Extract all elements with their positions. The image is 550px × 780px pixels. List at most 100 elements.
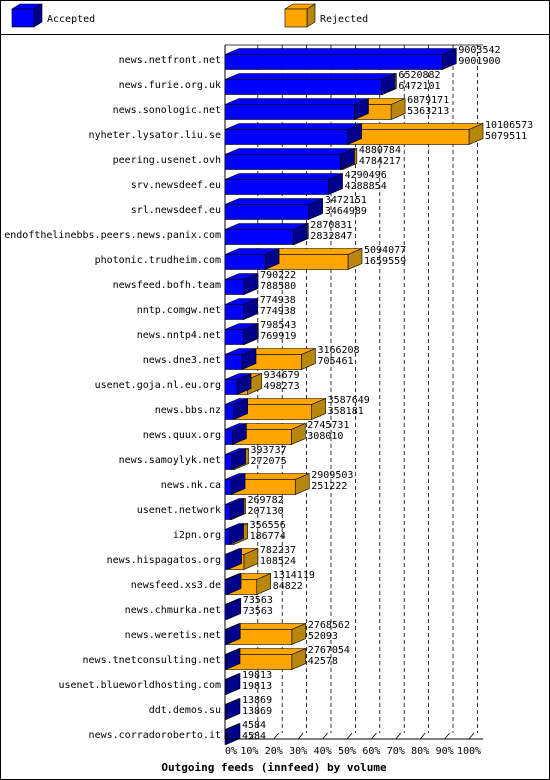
feed-label: ddt.demos.su	[149, 705, 221, 716]
offered-value-label: 934679	[264, 370, 300, 381]
offered-value-label: 19813	[242, 670, 272, 681]
bar-accepted	[224, 448, 246, 470]
accepted-value-label: 2832847	[310, 231, 352, 242]
bar-rejected-top	[264, 248, 363, 255]
feed-label: srl.newsdeef.eu	[131, 205, 221, 216]
offered-value-label: 10106573	[485, 120, 533, 131]
bar-accepted-front	[224, 579, 228, 595]
bar-accepted	[224, 98, 369, 120]
offered-value-label: 4290496	[345, 170, 387, 181]
bar-accepted	[224, 73, 396, 95]
feed-label: nntp.comgw.net	[137, 305, 221, 316]
x-tick-label: 0%	[225, 746, 237, 757]
x-tick-label: 20%	[265, 746, 283, 757]
bar-accepted	[224, 548, 242, 570]
bar-accepted-front	[224, 654, 227, 670]
accepted-value-label: 774938	[260, 306, 296, 317]
bar-accepted-front	[224, 729, 227, 745]
accepted-value-label: 108524	[260, 556, 296, 567]
feed-label: usenet.blueworldhosting.com	[58, 680, 221, 691]
feed-label: news.tnetconsulting.net	[83, 655, 221, 666]
bars	[224, 48, 484, 745]
x-tick-label: 80%	[411, 746, 429, 757]
bar-rejected	[230, 473, 310, 495]
offered-value-label: 1314119	[273, 570, 315, 581]
feed-label: srv.newsdeef.eu	[131, 180, 221, 191]
accepted-value-label: 42578	[308, 656, 338, 667]
accepted-value-label: 308010	[307, 431, 343, 442]
bar-accepted-front	[224, 79, 382, 95]
bar-accepted-front	[224, 254, 266, 270]
bar-accepted-top	[224, 48, 457, 55]
x-tick-label: 10%	[240, 746, 258, 757]
bar-accepted-front	[224, 429, 233, 445]
bar-accepted	[224, 48, 457, 70]
bar-accepted-front	[224, 129, 348, 145]
bar-accepted-top	[224, 173, 343, 180]
accepted-value-label: 52093	[308, 631, 338, 642]
feed-label: news.bbs.nz	[155, 405, 221, 416]
bar-accepted	[224, 123, 362, 145]
x-tick-label: 30%	[289, 746, 307, 757]
accepted-value-label: 788580	[260, 281, 296, 292]
offered-value-label: 4880784	[359, 145, 401, 156]
x-tick-label: 60%	[362, 746, 380, 757]
bar-accepted-front	[224, 279, 245, 295]
x-tick	[444, 732, 450, 740]
offered-value-label: 13869	[242, 695, 272, 706]
x-tick	[273, 732, 280, 740]
accepted-value-label: 207130	[248, 506, 284, 517]
bar-accepted-top	[224, 73, 396, 80]
feed-label: usenet.goja.nl.eu.org	[95, 380, 221, 391]
legend-label-accepted: Accepted	[47, 14, 95, 25]
bar-rejected	[347, 123, 484, 145]
bar-rejected	[241, 348, 316, 370]
offered-value-label: 3166208	[317, 345, 359, 356]
feed-label: news.weretis.net	[125, 630, 221, 641]
bar-accepted-front	[224, 379, 238, 395]
accepted-value-label: 498273	[264, 381, 300, 392]
bar-accepted-front	[224, 329, 244, 345]
accepted-value-label: 251222	[311, 481, 347, 492]
bar-accepted-top	[224, 148, 355, 155]
bar-accepted-front	[224, 479, 232, 495]
accepted-value-label: 9001900	[458, 56, 500, 67]
x-tick	[468, 732, 475, 740]
accepted-value-label: 769919	[260, 331, 296, 342]
feed-label: news.furie.org.uk	[119, 80, 221, 91]
x-tick-label: 40%	[314, 746, 332, 757]
accepted-value-label: 4288854	[345, 181, 387, 192]
offered-value-label: 6520882	[398, 70, 440, 81]
bar-accepted-top	[224, 198, 323, 205]
accepted-value-label: 6472101	[398, 81, 440, 92]
x-tick	[249, 732, 255, 740]
x-tick	[346, 732, 353, 740]
bar-accepted	[224, 323, 258, 345]
bar-accepted	[224, 473, 246, 495]
x-tick	[419, 732, 426, 740]
offered-value-label: 790222	[260, 270, 296, 281]
bar-rejected	[232, 423, 306, 445]
feed-label: news.hispagatos.org	[107, 555, 221, 566]
bar-accepted	[224, 623, 241, 645]
bar-accepted	[224, 523, 244, 545]
feed-label: newsfeed.bofh.team	[113, 280, 221, 291]
offered-value-label: 393737	[251, 445, 287, 456]
bar-accepted-front	[224, 504, 231, 520]
feed-label: news.quux.org	[143, 430, 221, 441]
offered-value-label: 2745731	[307, 420, 349, 431]
accepted-value-label: 13869	[242, 706, 272, 717]
offered-value-label: 3472151	[325, 195, 367, 206]
bar-accepted	[224, 223, 308, 245]
bar-accepted	[224, 598, 242, 620]
bar-accepted-front	[224, 154, 341, 170]
bar-accepted-front	[224, 229, 294, 245]
feed-label: news.samoylyk.net	[119, 455, 221, 466]
bar-accepted	[224, 148, 355, 170]
bar-accepted-front	[224, 604, 228, 620]
offered-value-label: 2768562	[308, 620, 350, 631]
offered-value-label: 782237	[260, 545, 296, 556]
offered-value-label: 6879171	[407, 95, 449, 106]
